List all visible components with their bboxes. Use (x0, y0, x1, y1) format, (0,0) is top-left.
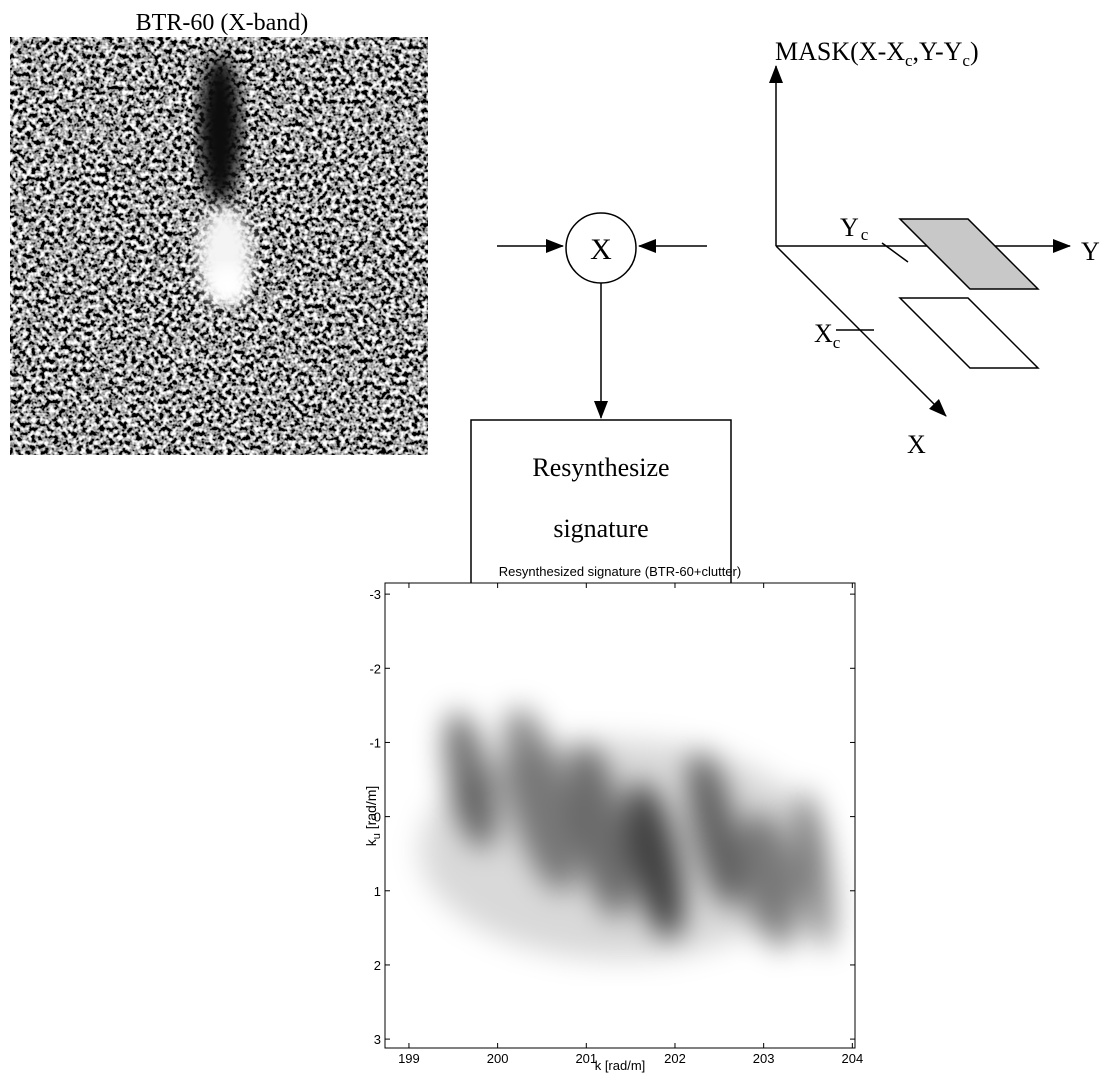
mask-label-part: MASK(X-X (775, 37, 905, 66)
mask-outline (900, 298, 1038, 368)
axis-label: Y (1081, 237, 1100, 266)
mask-label-part: ) (970, 37, 979, 66)
y-tick-label: -1 (369, 735, 381, 750)
xc-main: X (814, 319, 833, 348)
y-tick-label: 3 (374, 1032, 381, 1047)
axis (776, 246, 946, 416)
yc-main: Y (840, 213, 859, 242)
y-tick-label: -3 (369, 587, 381, 602)
xc-label: Xc (814, 319, 841, 352)
sar-image (10, 37, 428, 455)
mask-region (900, 219, 1038, 289)
y-tick-label: 0 (374, 810, 381, 825)
image-title: BTR-60 (X-band) (136, 10, 309, 36)
x-tick-label: 203 (753, 1051, 775, 1066)
y-tick-label: -2 (369, 661, 381, 676)
process-label: signature (553, 514, 648, 543)
process-label: Resynthesize (532, 453, 669, 482)
x-tick-label: 202 (664, 1051, 686, 1066)
x-tick-label: 201 (575, 1051, 597, 1066)
x-axis-label: k [rad/m] (595, 1058, 646, 1073)
xc-sub: c (833, 333, 841, 352)
mask-label-part: ,Y-Y (913, 37, 963, 66)
x-tick-label: 199 (398, 1051, 420, 1066)
chart: Resynthesized signature (BTR-60+clutter)… (363, 564, 863, 1073)
y-tick-label: 2 (374, 958, 381, 973)
y-tick-label: 1 (374, 884, 381, 899)
chart-title: Resynthesized signature (BTR-60+clutter) (499, 564, 741, 579)
mask-label: MASK(X-Xc,Y-Yc) (775, 37, 979, 70)
x-tick-label: 200 (487, 1051, 509, 1066)
yc-sub: c (861, 225, 869, 244)
page: BTR-60 (X-band) X Resynthesize signature… (0, 0, 1100, 1092)
x-tick-label: 204 (841, 1051, 863, 1066)
multiplier-label: X (590, 233, 612, 266)
axis-label: X (907, 430, 926, 459)
